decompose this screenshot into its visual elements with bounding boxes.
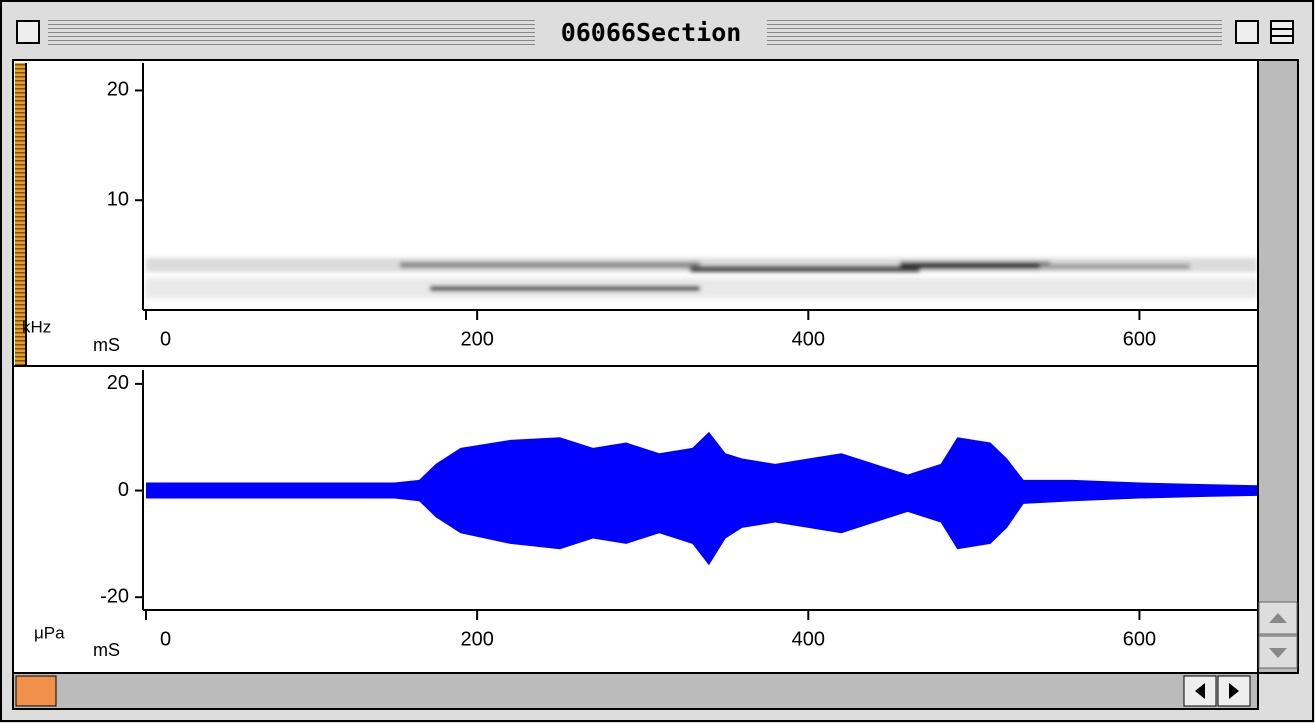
- spectral-line: [430, 286, 700, 291]
- y-tick-label: -20: [100, 585, 129, 607]
- horizontal-scrollbar[interactable]: [12, 672, 1259, 710]
- title-bg: [535, 14, 767, 52]
- spectral-line: [900, 262, 1050, 269]
- resize-box[interactable]: [1260, 675, 1296, 709]
- down-arrow: [1269, 648, 1287, 658]
- x-tick-label: 400: [792, 328, 825, 350]
- spectral-line: [690, 266, 920, 272]
- x-tick-label: 200: [460, 328, 493, 350]
- waveform-upper: [146, 431, 1257, 491]
- close-box[interactable]: [16, 20, 40, 44]
- right-arrow: [1229, 683, 1239, 699]
- spectral-line: [1040, 264, 1190, 269]
- x-tick-label: 400: [792, 628, 825, 650]
- spectrogram-image: [146, 258, 1257, 298]
- spectral-line: [400, 262, 700, 268]
- x-unit-label: mS: [93, 335, 120, 355]
- spectral-band: [146, 278, 1257, 298]
- vertical-scrollbar[interactable]: [1257, 59, 1299, 674]
- left-arrow: [1195, 683, 1205, 699]
- y-unit-label: kHz: [22, 317, 51, 336]
- y-tick-label: 10: [107, 189, 129, 211]
- x-tick-label: 600: [1123, 328, 1156, 350]
- collapse-box[interactable]: [1270, 20, 1294, 44]
- window-title: 06066Section: [561, 18, 742, 47]
- x-unit-label: mS: [93, 640, 120, 660]
- selection-strip: [15, 63, 25, 365]
- x-tick-label: 0: [160, 328, 171, 350]
- waveform-lower: [146, 490, 1257, 566]
- x-tick-label: 0: [160, 628, 171, 650]
- y-tick-label: 20: [107, 79, 129, 101]
- y-unit-label: μPa: [34, 623, 65, 642]
- y-tick-label: 0: [118, 479, 129, 501]
- x-tick-label: 600: [1123, 628, 1156, 650]
- y-tick-label: 20: [107, 372, 129, 394]
- x-tick-label: 200: [460, 628, 493, 650]
- up-arrow: [1269, 613, 1287, 623]
- zoom-box[interactable]: [1235, 20, 1259, 44]
- scroll-thumb[interactable]: [15, 675, 57, 707]
